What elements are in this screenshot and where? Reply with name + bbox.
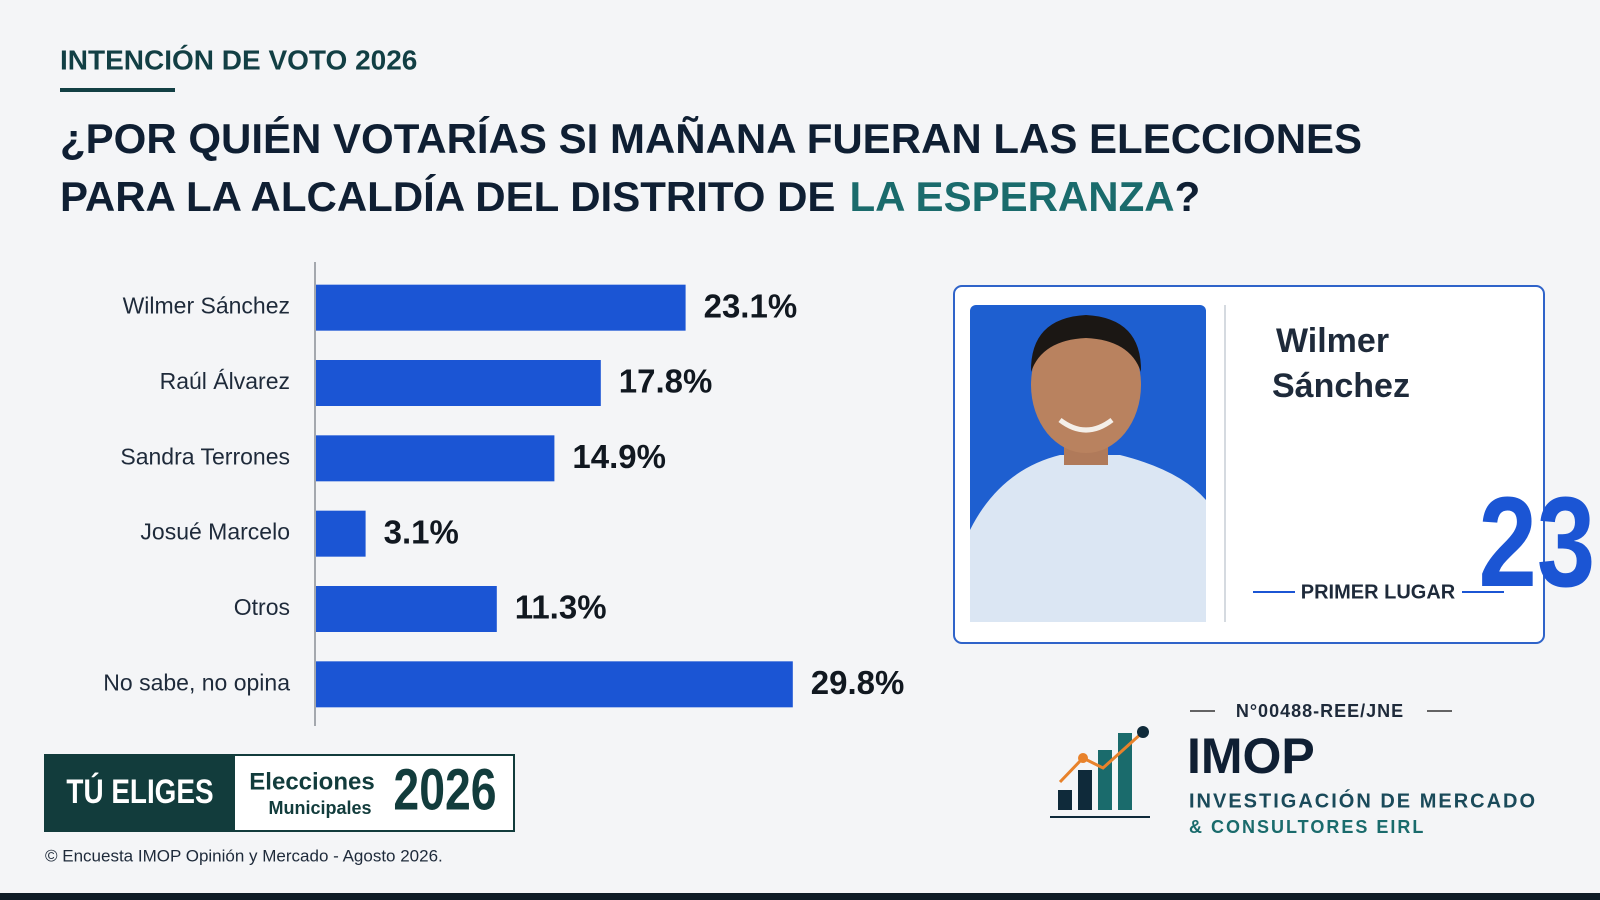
question-line: PARA LA ALCALDÍA DEL DISTRITO DE LA ESPER… <box>60 173 1200 220</box>
logo-icon <box>1050 726 1150 818</box>
bar <box>316 360 601 406</box>
category-label: Sandra Terrones <box>120 443 290 469</box>
bar <box>316 510 366 557</box>
badge-year: 2026 <box>393 757 496 822</box>
highlight-name: Sánchez <box>1272 367 1410 405</box>
value-label: 11.3% <box>515 589 607 626</box>
question-highlight: LA ESPERANZA <box>849 173 1174 220</box>
value-label: 3.1% <box>384 513 459 550</box>
highlight-number: 23.1 <box>1479 470 1600 613</box>
highlight-value: 23.1% <box>1479 470 1600 613</box>
category-label: Otros <box>234 594 290 620</box>
bar <box>316 586 497 632</box>
badge-slogan: TÚ ELIGES <box>66 771 213 810</box>
logo-registration: N°00488-REE/JNE <box>1236 701 1404 721</box>
badge-dark <box>45 755 235 831</box>
logo-line: & CONSULTORES EIRL <box>1189 817 1425 837</box>
bar <box>316 435 555 482</box>
badge-line: Elecciones <box>249 768 374 795</box>
logo-name: IMOP <box>1187 728 1315 784</box>
bar <box>316 661 793 708</box>
category-label: Josué Marcelo <box>140 519 290 545</box>
value-label: 23.1% <box>704 287 798 324</box>
kicker-underline <box>60 88 175 92</box>
question-line: ¿POR QUIÉN VOTARÍAS SI MAÑANA FUERAN LAS… <box>60 115 1362 162</box>
logo-line: INVESTIGACIÓN DE MERCADO <box>1189 788 1537 812</box>
highlight-rank: PRIMER LUGAR <box>1301 581 1456 603</box>
badge-line: Municipales <box>268 798 371 818</box>
bar <box>316 284 686 331</box>
value-label: 17.8% <box>619 363 713 400</box>
category-label: Raúl Álvarez <box>160 368 290 394</box>
kicker: INTENCIÓN DE VOTO 2026 <box>60 44 417 75</box>
question-mark: ? <box>1175 173 1201 220</box>
highlight-name: Wilmer <box>1276 322 1389 360</box>
bottom-strip <box>0 893 1600 900</box>
category-label: Wilmer Sánchez <box>123 293 290 319</box>
footer-source: © Encuesta IMOP Opinión y Mercado - Agos… <box>45 846 443 865</box>
candidate-photo <box>970 315 1206 622</box>
category-label: No sabe, no opina <box>103 669 290 695</box>
question-text: PARA LA ALCALDÍA DEL DISTRITO DE <box>60 173 835 220</box>
value-label: 14.9% <box>572 438 666 475</box>
value-label: 29.8% <box>811 664 905 701</box>
bar-chart: Wilmer Sánchez 23.1% Raúl Álvarez 17.8% Sand… <box>103 284 905 708</box>
